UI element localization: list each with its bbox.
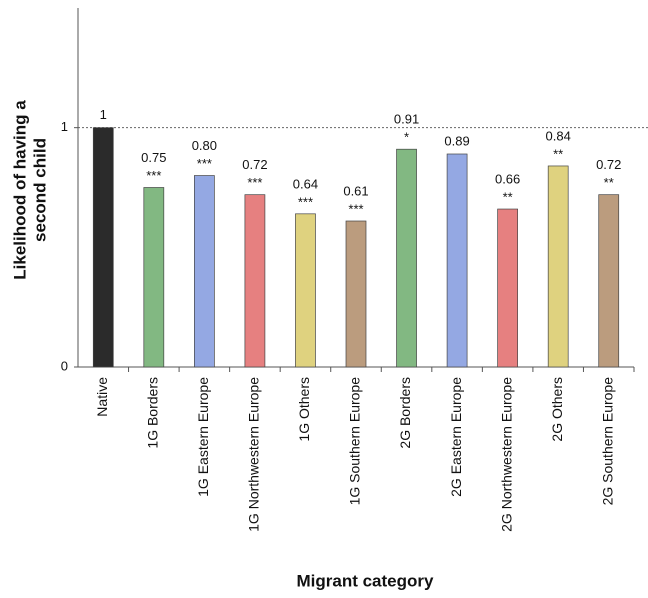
- bar: [497, 208, 518, 368]
- value-label: 0.80: [192, 138, 217, 153]
- y-axis-title-line: second child: [30, 138, 49, 242]
- value-label: 0.75: [141, 150, 166, 165]
- value-label: 0.84: [546, 128, 571, 143]
- bar: [345, 220, 367, 368]
- significance-label: **: [553, 146, 563, 161]
- x-tick-label: 1G Eastern Europe: [195, 377, 211, 497]
- x-tick-label: 2G Borders: [397, 377, 413, 449]
- value-label: 0.89: [444, 133, 469, 148]
- x-tick-label: 2G Others: [549, 377, 565, 442]
- x-tick-label: 2G Eastern Europe: [448, 377, 464, 497]
- significance-label: ***: [247, 175, 262, 190]
- x-tick-label: 2G Northwestern Europe: [498, 377, 514, 532]
- significance-label: **: [503, 189, 513, 204]
- value-label: 0.66: [495, 171, 520, 186]
- x-tick-label: 2G Southern Europe: [599, 377, 615, 506]
- bar: [244, 194, 266, 368]
- x-tick-label: 1G Borders: [145, 377, 161, 449]
- bar: [446, 153, 468, 368]
- significance-label: ***: [298, 194, 313, 209]
- bar: [598, 194, 620, 368]
- bar: [143, 187, 165, 368]
- value-label: 0.64: [293, 176, 318, 191]
- y-axis-title: Likelihood of having a second child: [10, 100, 49, 280]
- significance-label: **: [604, 175, 614, 190]
- x-tick-label: 1G Others: [296, 377, 312, 442]
- bar: [547, 165, 569, 368]
- y-axis-title-line: Likelihood of having a: [10, 100, 29, 280]
- x-tick-label: Native: [94, 377, 110, 417]
- value-label: 0.61: [343, 183, 368, 198]
- significance-label: ***: [197, 156, 212, 171]
- significance-label: ***: [146, 168, 161, 183]
- x-tick-label: 1G Southern Europe: [347, 377, 363, 506]
- y-tick-label: 0: [61, 358, 68, 373]
- x-axis-title: Migrant category: [297, 571, 435, 590]
- value-label: 0.72: [242, 157, 267, 172]
- y-tick-label: 1: [61, 119, 68, 134]
- value-label: 0.72: [596, 157, 621, 172]
- significance-label: *: [404, 130, 409, 145]
- value-label: 0.91: [394, 112, 419, 127]
- significance-label: ***: [348, 201, 363, 216]
- bar: [396, 148, 417, 368]
- bar: [295, 213, 316, 368]
- bar: [194, 175, 215, 368]
- x-tick-label: 1G Northwestern Europe: [246, 377, 262, 532]
- bar: [92, 127, 114, 368]
- value-label: 1: [100, 107, 107, 122]
